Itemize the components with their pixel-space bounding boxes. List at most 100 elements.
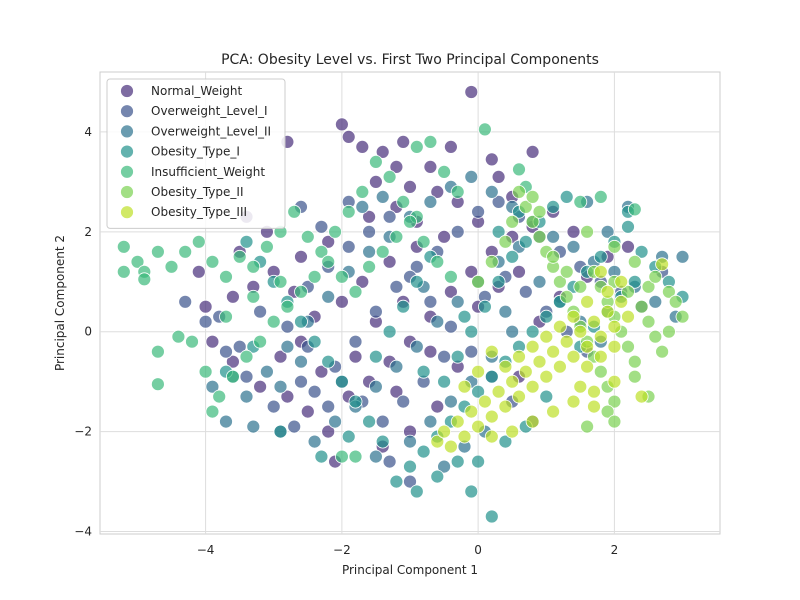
data-point-overweight-level-i — [348, 334, 363, 349]
data-point-normal-weight — [375, 144, 390, 159]
data-point-obesity-type-i — [539, 309, 554, 324]
data-point-insufficient-weight — [150, 344, 165, 359]
data-point-insufficient-weight — [150, 377, 165, 392]
data-point-overweight-level-i — [403, 474, 417, 489]
data-point-insufficient-weight — [627, 202, 642, 217]
data-point-obesity-type-iii — [539, 369, 554, 384]
data-point-obesity-type-ii — [484, 254, 499, 269]
data-point-normal-weight — [273, 349, 288, 364]
data-point-normal-weight — [464, 264, 479, 279]
data-point-obesity-type-iii — [471, 364, 486, 379]
data-point-insufficient-weight — [191, 234, 206, 249]
data-point-obesity-type-i — [321, 354, 336, 369]
legend-label: Overweight_Level_II — [151, 124, 271, 138]
data-point-obesity-type-ii — [627, 254, 642, 269]
legend-label: Insufficient_Weight — [151, 165, 265, 179]
data-point-normal-weight — [484, 152, 499, 167]
data-point-obesity-type-ii — [559, 289, 574, 304]
data-point-insufficient-weight — [198, 364, 213, 379]
data-point-insufficient-weight — [266, 314, 281, 329]
x-tick-label: 2 — [611, 543, 619, 557]
data-point-overweight-level-i — [266, 399, 281, 414]
data-point-insufficient-weight — [443, 269, 458, 284]
data-point-overweight-level-ii — [423, 414, 438, 429]
data-point-obesity-type-ii — [532, 229, 547, 244]
data-point-overweight-level-ii — [430, 314, 445, 329]
data-point-overweight-level-i — [396, 394, 411, 409]
data-point-obesity-type-ii — [546, 249, 560, 264]
data-point-obesity-type-ii — [655, 344, 669, 359]
data-point-normal-weight — [321, 234, 336, 249]
data-point-insufficient-weight — [341, 204, 356, 219]
data-point-obesity-type-i — [457, 309, 472, 324]
data-point-insufficient-weight — [409, 139, 424, 154]
data-point-obesity-type-i — [634, 244, 649, 259]
data-point-insufficient-weight — [219, 309, 233, 324]
data-point-obesity-type-i — [307, 334, 322, 349]
data-point-obesity-type-ii — [525, 189, 540, 204]
data-point-overweight-level-ii — [273, 379, 288, 394]
data-point-insufficient-weight — [450, 184, 465, 199]
data-point-obesity-type-iii — [525, 379, 540, 394]
data-point-obesity-type-ii — [518, 199, 533, 214]
data-point-obesity-type-iii — [600, 284, 615, 299]
chart-title: PCA: Obesity Level vs. First Two Princip… — [221, 52, 599, 68]
data-point-normal-weight — [355, 139, 370, 154]
data-point-obesity-type-ii — [627, 369, 642, 384]
legend-label: Overweight_Level_I — [151, 104, 268, 118]
data-point-normal-weight — [280, 389, 295, 404]
data-point-overweight-level-i — [437, 349, 452, 364]
data-point-overweight-level-ii — [546, 229, 560, 244]
data-point-obesity-type-i — [334, 374, 349, 389]
data-point-obesity-type-i — [484, 509, 499, 524]
y-axis-label: Principal Component 2 — [53, 235, 67, 371]
data-point-overweight-level-i — [518, 284, 533, 299]
data-point-normal-weight — [362, 209, 377, 224]
data-point-obesity-type-iii — [498, 359, 513, 374]
data-point-obesity-type-i — [498, 434, 513, 449]
data-point-insufficient-weight — [253, 334, 268, 349]
data-point-overweight-level-i — [219, 344, 233, 359]
data-point-overweight-level-ii — [368, 379, 383, 394]
data-point-obesity-type-i — [437, 374, 452, 389]
data-point-overweight-level-i — [287, 419, 302, 434]
data-point-obesity-type-ii — [668, 294, 683, 309]
data-point-overweight-level-ii — [464, 169, 479, 184]
data-point-obesity-type-iii — [546, 404, 560, 419]
data-point-overweight-level-i — [307, 384, 322, 399]
x-tick-label: −4 — [197, 543, 215, 557]
data-point-normal-weight — [348, 349, 363, 364]
data-point-insufficient-weight — [416, 234, 431, 249]
data-point-overweight-level-ii — [409, 339, 424, 354]
data-point-insufficient-weight — [239, 349, 254, 364]
data-point-insufficient-weight — [225, 369, 240, 384]
data-point-insufficient-weight — [328, 224, 343, 239]
data-point-insufficient-weight — [321, 254, 336, 269]
data-point-insufficient-weight — [355, 184, 370, 199]
data-point-insufficient-weight — [430, 254, 445, 269]
data-point-obesity-type-iii — [614, 294, 629, 309]
data-point-insufficient-weight — [375, 244, 390, 259]
data-point-insufficient-weight — [232, 249, 247, 264]
data-point-insufficient-weight — [512, 162, 526, 177]
data-point-normal-weight — [300, 404, 315, 419]
data-point-insufficient-weight — [348, 449, 363, 464]
legend-marker — [120, 104, 134, 119]
data-point-insufficient-weight — [294, 284, 308, 299]
data-point-overweight-level-i — [314, 219, 329, 234]
data-point-insufficient-weight — [396, 194, 411, 209]
data-point-obesity-type-iii — [566, 349, 581, 364]
data-point-normal-weight — [368, 174, 383, 189]
data-point-insufficient-weight — [382, 169, 397, 184]
data-point-obesity-type-i — [348, 394, 363, 409]
data-point-overweight-level-ii — [375, 189, 390, 204]
data-point-insufficient-weight — [403, 214, 417, 229]
data-point-obesity-type-iii — [614, 274, 629, 289]
data-point-obesity-type-i — [362, 414, 377, 429]
data-point-obesity-type-iii — [573, 379, 588, 394]
data-point-overweight-level-ii — [239, 389, 254, 404]
data-point-overweight-level-ii — [505, 324, 520, 339]
data-point-obesity-type-ii — [662, 324, 676, 339]
x-tick-label: 0 — [474, 543, 482, 557]
data-point-obesity-type-ii — [627, 354, 642, 369]
